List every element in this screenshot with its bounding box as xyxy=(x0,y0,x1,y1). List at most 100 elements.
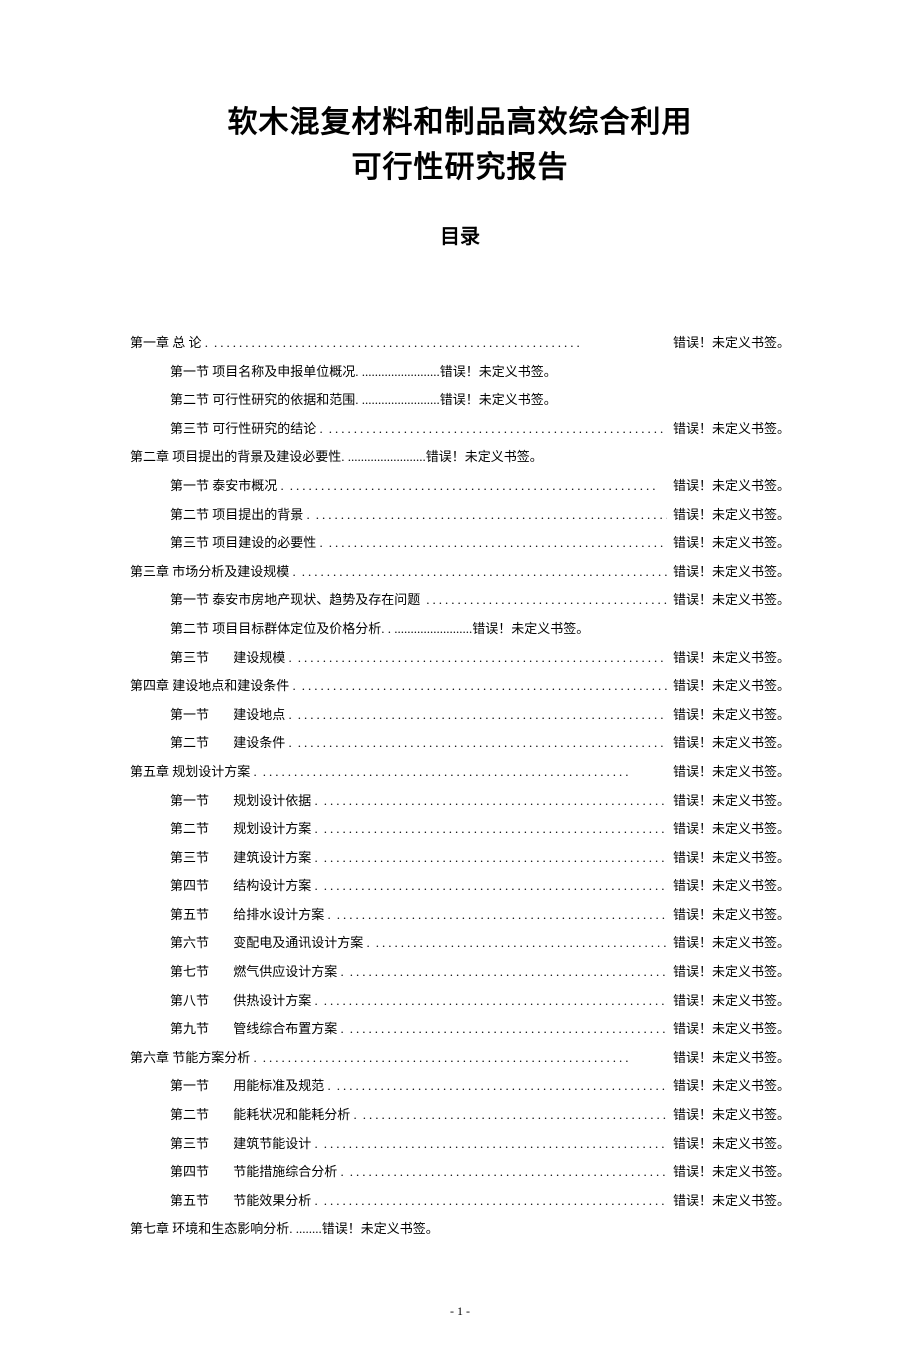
toc-page-ref: 错误！未定义书签。 xyxy=(673,558,790,587)
toc-separator: . ........................ xyxy=(341,443,426,472)
section-number: 第三节 xyxy=(170,844,230,873)
toc-list: 第一章 总 论 ................................… xyxy=(130,329,790,1244)
toc-row: 第四节 结构设计方案 .............................… xyxy=(130,872,790,901)
toc-entry-label: 第一节 建设地点 . xyxy=(170,701,292,730)
toc-row: 第八节 供热设计方案 .............................… xyxy=(130,987,790,1016)
toc-page-ref: 错误！未定义书签。 xyxy=(673,415,790,444)
toc-row: 第三节 可行性研究的结论 ...........................… xyxy=(130,415,790,444)
toc-entry-label: 第一节 泰安市房地产现状、趋势及存在问题 xyxy=(170,586,420,615)
section-number: 第六节 xyxy=(170,929,230,958)
toc-row: 第一节 泰安市房地产现状、趋势及存在问题....................… xyxy=(130,586,790,615)
toc-page-ref: 错误！未定义书签。 xyxy=(673,1130,790,1159)
section-number: 第五节 xyxy=(170,901,230,930)
toc-leader-dots: ........................................… xyxy=(426,586,667,615)
toc-row: 第二节 建设条件 ...............................… xyxy=(130,729,790,758)
toc-row: 第二节 规划设计方案 .............................… xyxy=(130,815,790,844)
toc-separator: . ........................ xyxy=(355,358,440,387)
toc-row: 第二章 项目提出的背景及建设必要性 . ....................… xyxy=(130,443,790,472)
toc-entry-label: 第六节 变配电及通讯设计方案 . xyxy=(170,929,370,958)
toc-entry-label: 第三节 可行性研究的结论 . xyxy=(170,415,323,444)
toc-entry-label: 第二节 项目提出的背景 . xyxy=(170,501,310,530)
toc-row: 第七章 环境和生态影响分析 . ........ 错误！未定义书签。 xyxy=(130,1215,790,1244)
toc-entry-label: 第三节 建设规模 . xyxy=(170,644,292,673)
toc-entry-label: 第二节 项目目标群体定位及价格分析 xyxy=(170,615,381,644)
page-number: - 1 - xyxy=(130,1304,790,1319)
toc-entry-label: 第二节 建设条件 . xyxy=(170,729,292,758)
toc-entry-label: 第二节 可行性研究的依据和范围 xyxy=(170,386,355,415)
toc-heading: 目录 xyxy=(130,220,790,249)
toc-page-ref: 错误！未定义书签。 xyxy=(673,529,790,558)
toc-leader-dots: ........................................… xyxy=(324,1130,667,1159)
toc-page-ref: 错误！未定义书签。 xyxy=(673,1101,790,1130)
toc-leader-dots: ........................................… xyxy=(298,701,667,730)
toc-entry-label: 第七节 燃气供应设计方案 . xyxy=(170,958,344,987)
document-title: 软木混复材料和制品高效综合利用 可行性研究报告 xyxy=(130,100,790,190)
toc-page-ref: 错误！未定义书签。 xyxy=(673,1158,790,1187)
section-number: 第二节 xyxy=(170,1101,230,1130)
toc-page-ref: 错误！未定义书签。 xyxy=(673,844,790,873)
toc-entry-label: 第三节 项目建设的必要性 . xyxy=(170,529,323,558)
section-number: 第八节 xyxy=(170,987,230,1016)
toc-entry-label: 第二章 项目提出的背景及建设必要性 xyxy=(130,443,341,472)
toc-leader-dots: ........................................… xyxy=(337,901,667,930)
toc-page-ref: 错误！未定义书签。 xyxy=(440,386,557,415)
section-number: 第一节 xyxy=(170,1072,230,1101)
toc-leader-dots: ........................................… xyxy=(263,1044,667,1073)
section-number: 第五节 xyxy=(170,1187,230,1216)
toc-page-ref: 错误！未定义书签。 xyxy=(673,1072,790,1101)
toc-leader-dots: ........................................… xyxy=(298,729,667,758)
toc-row: 第二节 项目目标群体定位及价格分析 . . ..................… xyxy=(130,615,790,644)
section-number: 第一节 xyxy=(170,787,230,816)
toc-row: 第二节 能耗状况和能耗分析 ..........................… xyxy=(130,1101,790,1130)
toc-separator: . ........................ xyxy=(355,386,440,415)
toc-page-ref: 错误！未定义书签。 xyxy=(673,872,790,901)
toc-row: 第五节 节能效果分析 .............................… xyxy=(130,1187,790,1216)
toc-page-ref: 错误！未定义书签。 xyxy=(673,787,790,816)
toc-page-ref: 错误！未定义书签。 xyxy=(673,815,790,844)
section-number: 第二节 xyxy=(170,815,230,844)
toc-page-ref: 错误！未定义书签。 xyxy=(673,901,790,930)
toc-entry-label: 第一节 泰安市概况 . xyxy=(170,472,284,501)
toc-page-ref: 错误！未定义书签。 xyxy=(673,701,790,730)
toc-page-ref: 错误！未定义书签。 xyxy=(673,329,790,358)
toc-entry-label: 第三节 建筑节能设计 . xyxy=(170,1130,318,1159)
toc-leader-dots: ........................................… xyxy=(324,815,667,844)
toc-entry-label: 第八节 供热设计方案 . xyxy=(170,987,318,1016)
toc-page-ref: 错误！未定义书签。 xyxy=(440,358,557,387)
toc-leader-dots: ........................................… xyxy=(214,329,667,358)
toc-leader-dots: ........................................… xyxy=(350,1015,667,1044)
toc-page-ref: 错误！未定义书签。 xyxy=(673,929,790,958)
toc-page-ref: 错误！未定义书签。 xyxy=(673,472,790,501)
toc-row: 第九节 管线综合布置方案 ...........................… xyxy=(130,1015,790,1044)
toc-separator: . ........ xyxy=(289,1215,322,1244)
toc-entry-label: 第三章 市场分析及建设规模 . xyxy=(130,558,296,587)
toc-page-ref: 错误！未定义书签。 xyxy=(673,987,790,1016)
toc-row: 第二节 可行性研究的依据和范围 . ......................… xyxy=(130,386,790,415)
toc-row: 第七节 燃气供应设计方案 ...........................… xyxy=(130,958,790,987)
toc-entry-label: 第一节 用能标准及规范 . xyxy=(170,1072,331,1101)
title-line-2: 可行性研究报告 xyxy=(130,145,790,190)
toc-entry-label: 第六章 节能方案分析 . xyxy=(130,1044,257,1073)
toc-row: 第四章 建设地点和建设条件 ..........................… xyxy=(130,672,790,701)
toc-leader-dots: ........................................… xyxy=(350,958,667,987)
toc-row: 第四节 节能措施综合分析 ...........................… xyxy=(130,1158,790,1187)
section-number: 第九节 xyxy=(170,1015,230,1044)
toc-row: 第三节 建筑节能设计 .............................… xyxy=(130,1130,790,1159)
toc-leader-dots: ........................................… xyxy=(324,1187,667,1216)
toc-entry-label: 第四章 建设地点和建设条件 . xyxy=(130,672,296,701)
toc-leader-dots: ........................................… xyxy=(298,644,667,673)
toc-entry-label: 第一章 总 论 . xyxy=(130,329,208,358)
toc-entry-label: 第三节 建筑设计方案 . xyxy=(170,844,318,873)
toc-entry-label: 第四节 节能措施综合分析 . xyxy=(170,1158,344,1187)
toc-row: 第三章 市场分析及建设规模 ..........................… xyxy=(130,558,790,587)
section-number: 第二节 xyxy=(170,729,230,758)
toc-row: 第五章 规划设计方案 .............................… xyxy=(130,758,790,787)
section-number: 第一节 xyxy=(170,701,230,730)
toc-page-ref: 错误！未定义书签。 xyxy=(322,1215,439,1244)
toc-page-ref: 错误！未定义书签。 xyxy=(673,501,790,530)
title-line-1: 软木混复材料和制品高效综合利用 xyxy=(130,100,790,145)
toc-row: 第三节 建设规模 ...............................… xyxy=(130,644,790,673)
toc-leader-dots: ........................................… xyxy=(316,501,667,530)
section-number: 第三节 xyxy=(170,1130,230,1159)
toc-leader-dots: ........................................… xyxy=(363,1101,667,1130)
